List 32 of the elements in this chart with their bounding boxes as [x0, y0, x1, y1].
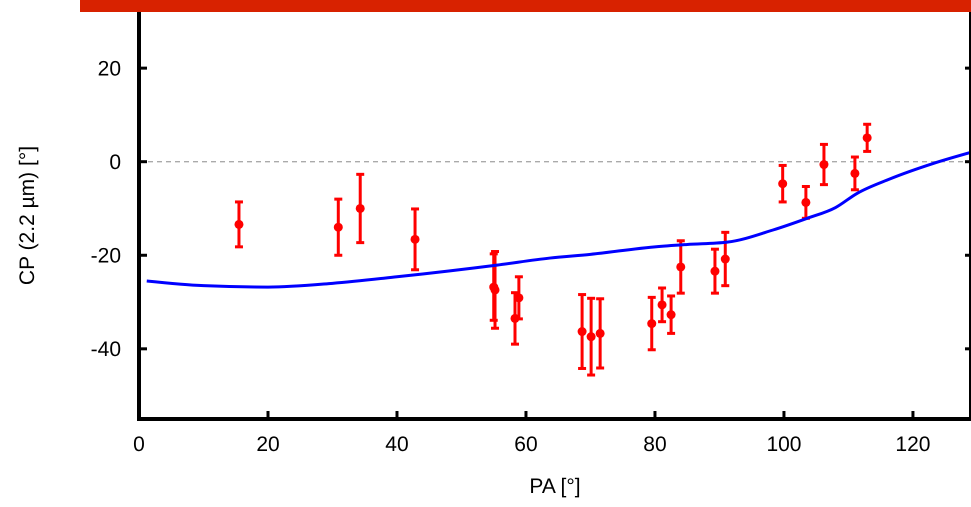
x-tick-label: 80: [643, 433, 667, 456]
y-axis-title: CP (2.2 µm) [°]: [16, 146, 39, 286]
point: [720, 254, 730, 264]
point: [356, 204, 365, 213]
x-tick-label: 0: [133, 433, 145, 456]
point: [334, 222, 343, 232]
point: [578, 327, 587, 336]
x-tick-label: 60: [514, 433, 538, 456]
point: [801, 198, 810, 207]
x-tick-label: 40: [385, 433, 409, 456]
line-series: [145, 150, 971, 289]
y-tick-label: 0: [109, 151, 121, 174]
y-tick-label: -40: [90, 338, 121, 362]
x-tick-label: 100: [766, 433, 802, 456]
x-tick-label: 120: [895, 433, 930, 456]
point: [710, 266, 720, 276]
point: [819, 160, 828, 170]
point: [666, 310, 676, 320]
point: [850, 168, 860, 178]
point: [676, 262, 686, 272]
point: [234, 220, 244, 229]
x-axis-title: PA [°]: [529, 475, 581, 498]
point: [658, 300, 667, 310]
point: [778, 179, 788, 188]
point: [862, 133, 872, 142]
y-tick-label: -20: [90, 244, 121, 268]
point: [586, 332, 596, 342]
x-tick-label: 20: [256, 433, 280, 456]
y-tick-label: 20: [98, 57, 121, 80]
point: [596, 328, 605, 338]
point: [410, 234, 420, 244]
point: [647, 319, 656, 328]
